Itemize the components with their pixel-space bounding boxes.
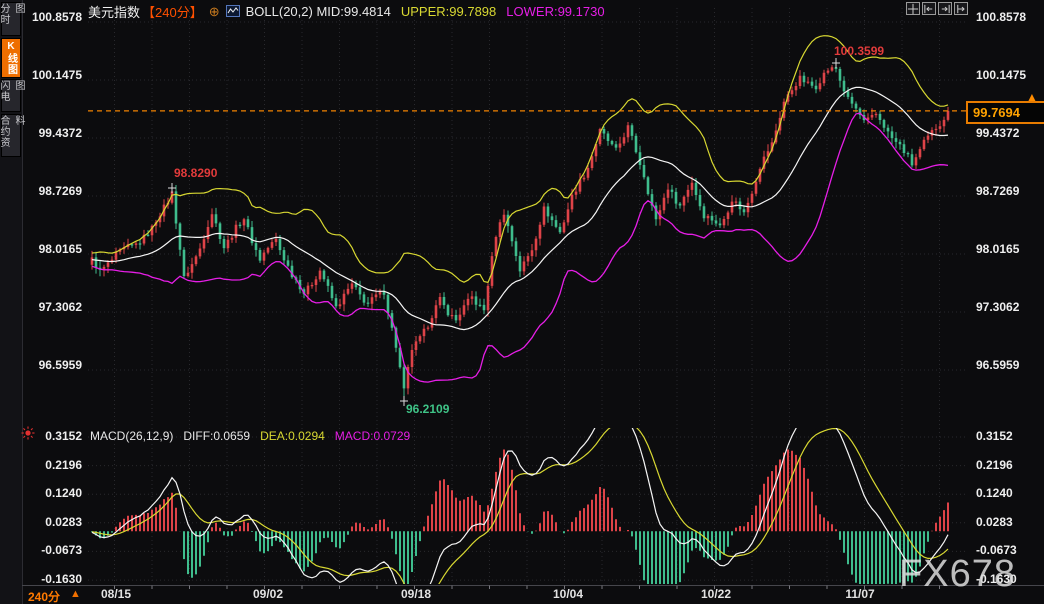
boll-upper-label: UPPER:99.7898	[400, 3, 497, 19]
boll-lower-label: LOWER:99.1730	[506, 3, 605, 19]
current-price-value: 99.7694	[973, 105, 1020, 120]
jump-latest-icon[interactable]	[954, 2, 968, 15]
sidebar: 分时图 K线图 闪电图 合约资料	[0, 0, 24, 604]
macd-header: MACD(26,12,9) DIFF:0.0659 DEA:0.0294 MAC…	[90, 429, 410, 443]
date-label: 08/15	[100, 587, 132, 601]
price-up-arrow-icon: ▲	[1026, 90, 1038, 104]
chart-type-icon[interactable]	[225, 5, 240, 17]
chart-header: 美元指数 【240分】 ⊕ BOLL(20,2) MID:99.4814 UPP…	[88, 3, 605, 20]
sidebar-tab-4[interactable]: 合约资料	[0, 114, 24, 157]
macd-diff-label: DIFF:0.0659	[183, 429, 251, 443]
sidebar-tab-1[interactable]: 分时图	[0, 2, 24, 36]
date-label: 10/04	[552, 587, 584, 601]
date-label: 11/07	[845, 587, 875, 601]
watermark: FX678	[899, 553, 1016, 595]
period-selector[interactable]: 240分	[28, 590, 61, 604]
align-right-icon[interactable]	[938, 2, 952, 15]
indicator-marker-icon[interactable]	[21, 426, 35, 440]
price-annotation: 98.8290	[174, 166, 218, 180]
crosshair-icon[interactable]	[906, 2, 920, 15]
period-badge: 【240分】	[142, 4, 203, 20]
date-label: 09/02	[252, 587, 284, 601]
sidebar-tab-3[interactable]: 闪电图	[0, 79, 24, 112]
symbol-title: 美元指数	[88, 4, 141, 20]
price-annotation: 96.2109	[406, 402, 450, 416]
align-left-icon[interactable]	[922, 2, 936, 15]
price-annotation: 100.3599	[834, 44, 885, 58]
period-up-arrow-icon: ▲	[70, 588, 81, 600]
date-label: 10/22	[700, 587, 732, 601]
add-indicator-icon[interactable]: ⊕	[208, 3, 220, 19]
date-label: 09/18	[400, 587, 432, 601]
sidebar-tab-2[interactable]: K线图	[1, 38, 21, 78]
macd-macd-label: MACD:0.0729	[334, 429, 411, 443]
boll-mid-label: BOLL(20,2) MID:99.4814	[245, 3, 391, 19]
chart-toolbar	[906, 2, 968, 15]
current-price-tag: 99.7694	[966, 101, 1044, 124]
macd-formula-label: MACD(26,12,9)	[90, 429, 174, 443]
macd-dea-label: DEA:0.0294	[260, 429, 325, 443]
